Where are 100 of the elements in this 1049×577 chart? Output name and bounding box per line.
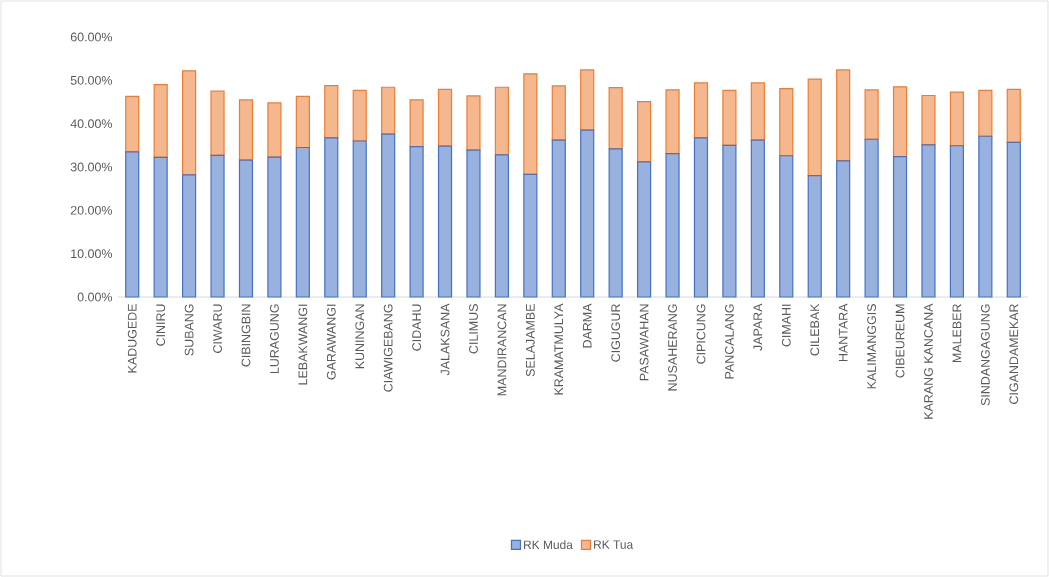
bar [494, 154, 510, 298]
bar [466, 95, 481, 151]
bar [722, 89, 737, 146]
x-tick-label: JALAKSANA [440, 303, 450, 376]
x-tick-label: CIGANDAMEKAR [1009, 304, 1019, 404]
bar [494, 86, 510, 156]
bar [864, 138, 879, 298]
x-tick-label: SINDANGAGUNG [980, 304, 990, 406]
bar [238, 159, 254, 298]
bar [238, 99, 254, 161]
bar [580, 69, 595, 131]
x-tick-label: SELAJAMBE [525, 304, 535, 377]
x-tick-label: KUNINGAN [355, 304, 365, 369]
x-tick-label: LEBAKWANGI [298, 304, 308, 385]
x-tick-label: PANCALANG [725, 304, 734, 379]
x-tick-label: CIPICUNG [696, 304, 706, 364]
x-tick-label: CIBINGBIN [241, 304, 251, 367]
bar [523, 73, 538, 175]
x-tick-label: CIWARU [213, 304, 222, 353]
bar [125, 95, 140, 153]
y-tick-label: 40.00% [70, 119, 113, 129]
bar [722, 144, 737, 298]
bar [693, 137, 709, 298]
x-tick-label: NUSAHERANG [668, 304, 677, 391]
bar [409, 99, 424, 148]
x-tick-label: HANTARA [838, 303, 848, 362]
bar [466, 149, 481, 298]
x-tick-label: KALIMANGGIS [867, 304, 877, 389]
bar [892, 86, 908, 158]
x-tick-label: CILIMUS [469, 304, 478, 354]
bar [210, 154, 225, 298]
x-tick-label: GARAWANGI [326, 304, 336, 380]
x-tick-label: CIMAHI [781, 304, 791, 347]
bar [295, 146, 310, 298]
y-tick-label: 20.00% [70, 205, 113, 215]
x-tick-label: MALEBER [952, 304, 962, 363]
bar [608, 148, 623, 298]
bar [807, 175, 822, 298]
x-tick-label: LURAGUNG [270, 304, 279, 374]
bar [921, 94, 936, 146]
legend-label: RK Muda [524, 540, 573, 549]
x-tick-label: CIAWIGEBANG [383, 304, 393, 392]
x-tick-label: CINIRU [156, 304, 166, 346]
x-tick-label: CILEBAK [810, 303, 820, 356]
y-tick-label: 10.00% [71, 249, 113, 259]
bar [637, 100, 652, 163]
bar [409, 146, 424, 298]
bar [352, 89, 367, 142]
bar [921, 144, 936, 298]
bar [580, 129, 595, 298]
bar [693, 82, 709, 139]
bar [267, 156, 282, 298]
bar [551, 85, 566, 141]
bar [978, 135, 993, 298]
bar [750, 82, 765, 141]
bar [836, 160, 851, 298]
x-tick-label: CIDAHU [412, 304, 422, 351]
bar [324, 137, 339, 298]
bar [608, 87, 623, 150]
bar [1006, 141, 1021, 298]
bar [864, 89, 879, 140]
bar [437, 88, 453, 147]
x-tick-label: CIGUGUR [611, 304, 621, 362]
bar [153, 84, 168, 159]
bar [181, 70, 197, 176]
y-tick-label: 30.00% [70, 162, 113, 172]
x-tick-label: KADUGEDE [127, 304, 137, 373]
bar [665, 89, 680, 155]
legend-label: RK Tua [594, 540, 634, 549]
bar [523, 173, 538, 298]
bar [295, 95, 310, 149]
bar [352, 140, 367, 298]
bar [437, 145, 453, 298]
bar [181, 174, 197, 298]
bar [381, 133, 396, 298]
bar [210, 90, 225, 156]
bar [551, 139, 566, 298]
x-tick-label: PASAWAHAN [639, 304, 649, 381]
x-tick-label: MANDIRANCAN [497, 304, 507, 396]
x-tick-label: SUBANG [184, 304, 194, 356]
bar [665, 152, 680, 298]
bar [949, 91, 965, 147]
bar [892, 156, 908, 298]
bar [779, 155, 794, 298]
bar [949, 145, 965, 298]
bar [125, 151, 140, 298]
bar [381, 86, 396, 135]
y-tick-label: 0.00% [77, 292, 113, 302]
bar [978, 89, 993, 137]
bar [779, 87, 794, 157]
y-tick-label: 50.00% [70, 75, 113, 85]
bar [153, 156, 168, 298]
bar [836, 69, 851, 162]
bar [267, 102, 282, 158]
bar [807, 78, 822, 177]
bar [637, 161, 652, 298]
x-tick-label: KARANG KANCANA [924, 303, 933, 419]
bar [324, 84, 339, 139]
x-tick-label: KRAMATMULYA [554, 303, 564, 395]
x-tick-label: CIBEUREUM [895, 304, 905, 378]
